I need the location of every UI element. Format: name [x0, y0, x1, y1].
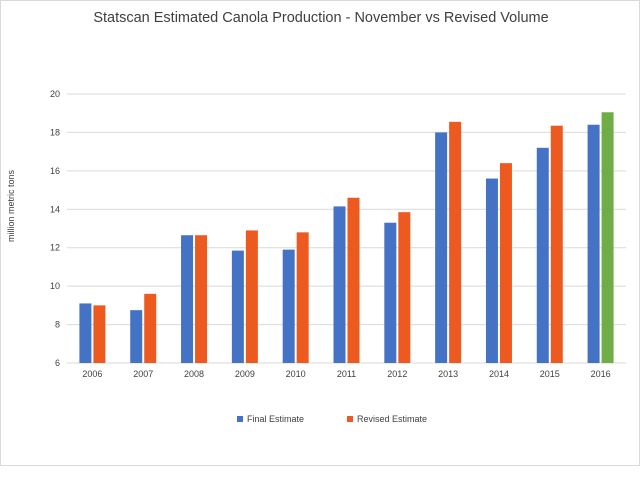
x-tick-label: 2016	[591, 369, 611, 379]
bar-final-2006	[79, 303, 92, 363]
y-tick-label: 10	[50, 281, 60, 291]
y-tick-label: 18	[50, 127, 60, 137]
x-tick-label: 2009	[235, 369, 255, 379]
bar-final-2007	[130, 310, 143, 363]
y-tick-label: 8	[55, 320, 60, 330]
chart-frame: Statscan Estimated Canola Production - N…	[0, 0, 640, 466]
y-axis-ticks: 6 8 10 12 14 16 18 20	[50, 89, 60, 368]
x-tick-label: 2015	[540, 369, 560, 379]
y-axis-label: million metric tons	[6, 169, 16, 242]
bar-final-2011	[333, 206, 346, 363]
legend-label: Final Estimate	[247, 414, 304, 424]
bar-revised-2014	[499, 163, 512, 363]
x-tick-label: 2006	[82, 369, 102, 379]
x-tick-label: 2008	[184, 369, 204, 379]
bars	[79, 112, 614, 363]
legend-swatch	[237, 416, 243, 422]
bar-revised-2015	[550, 125, 563, 363]
chart-title: Statscan Estimated Canola Production - N…	[93, 10, 548, 26]
y-tick-label: 16	[50, 166, 60, 176]
x-tick-label: 2010	[286, 369, 306, 379]
bar-revised-2008	[195, 235, 208, 363]
bar-revised-2013	[449, 121, 462, 363]
bar-revised-2007	[144, 293, 157, 363]
bar-final-2012	[384, 222, 397, 363]
x-tick-label: 2013	[438, 369, 458, 379]
bar-final-2015	[536, 147, 549, 363]
bar-final-2014	[485, 178, 498, 363]
x-tick-label: 2014	[489, 369, 509, 379]
bar-final-2013	[435, 132, 448, 363]
x-tick-label: 2011	[337, 369, 356, 379]
bar-revised-2006	[93, 305, 106, 363]
legend-swatch	[347, 416, 353, 422]
bar-revised-2009	[245, 230, 258, 363]
bar-revised-2010	[296, 232, 309, 363]
bar-revised-2011	[347, 197, 360, 363]
bar-final-2008	[181, 235, 194, 363]
bar-revised-2016	[601, 112, 614, 363]
y-tick-label: 20	[50, 89, 60, 99]
legend-label: Revised Estimate	[357, 414, 427, 424]
y-tick-label: 6	[55, 358, 60, 368]
bar-final-2016	[587, 124, 600, 363]
y-tick-label: 14	[50, 204, 60, 214]
x-tick-label: 2012	[387, 369, 407, 379]
y-tick-label: 12	[50, 243, 60, 253]
bar-revised-2012	[398, 212, 411, 363]
gridlines	[67, 93, 626, 364]
bar-final-2009	[231, 250, 244, 363]
bar-final-2010	[282, 249, 295, 363]
x-tick-label: 2007	[133, 369, 153, 379]
legend: Final Estimate Revised Estimate	[237, 414, 427, 424]
x-axis-ticks: 2006 2007 2008 2009 2010 2011 2012 2013 2014 2015…	[82, 369, 610, 379]
